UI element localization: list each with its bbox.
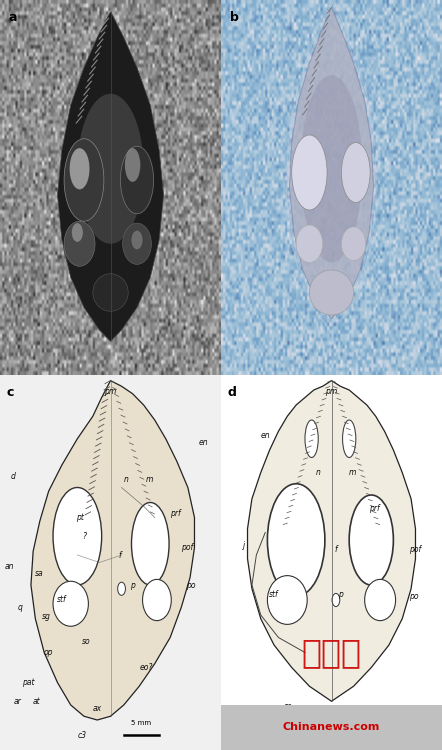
Text: pof: pof: [409, 544, 421, 554]
Ellipse shape: [309, 270, 354, 315]
Ellipse shape: [64, 139, 104, 221]
Text: j: j: [243, 542, 245, 550]
Text: pm: pm: [325, 387, 338, 396]
Text: f: f: [335, 544, 337, 554]
Ellipse shape: [142, 579, 171, 621]
Text: stf: stf: [57, 596, 67, 604]
Text: a: a: [9, 11, 17, 24]
Ellipse shape: [65, 499, 99, 551]
Text: op: op: [44, 648, 53, 657]
Ellipse shape: [72, 224, 83, 242]
Ellipse shape: [53, 581, 88, 626]
Ellipse shape: [296, 225, 323, 262]
Text: m: m: [146, 476, 153, 484]
Text: p: p: [338, 590, 343, 598]
Ellipse shape: [93, 274, 128, 311]
Ellipse shape: [301, 75, 362, 262]
Ellipse shape: [53, 488, 102, 585]
Ellipse shape: [342, 142, 370, 202]
Ellipse shape: [64, 221, 95, 266]
Ellipse shape: [342, 226, 366, 261]
Polygon shape: [290, 8, 373, 319]
Text: so: so: [82, 637, 91, 646]
Text: d: d: [11, 472, 16, 481]
Text: ar: ar: [13, 697, 21, 706]
Text: c3: c3: [77, 730, 86, 740]
Text: ax: ax: [93, 704, 102, 713]
Text: Chinanews.com: Chinanews.com: [283, 722, 380, 733]
Text: an: an: [4, 562, 14, 571]
Ellipse shape: [305, 420, 318, 458]
Ellipse shape: [125, 148, 141, 182]
Text: en: en: [199, 438, 209, 447]
Ellipse shape: [120, 146, 154, 214]
Text: p: p: [130, 580, 135, 590]
Text: n: n: [316, 468, 321, 477]
Ellipse shape: [365, 579, 396, 621]
Bar: [221, 705, 442, 750]
Text: ?: ?: [82, 532, 86, 541]
Ellipse shape: [292, 135, 327, 210]
Text: 5 mm: 5 mm: [131, 720, 152, 726]
Text: po: po: [186, 580, 195, 590]
Text: b: b: [230, 11, 239, 24]
Ellipse shape: [343, 420, 356, 458]
Polygon shape: [57, 11, 164, 341]
Text: f: f: [118, 550, 121, 560]
Ellipse shape: [118, 582, 126, 596]
Ellipse shape: [132, 231, 143, 249]
Ellipse shape: [349, 495, 393, 585]
Text: prf: prf: [369, 504, 380, 513]
Ellipse shape: [70, 148, 89, 190]
Text: n: n: [124, 476, 129, 484]
Text: 中新网: 中新网: [301, 636, 362, 669]
Text: c: c: [7, 386, 14, 399]
Ellipse shape: [267, 576, 307, 624]
Text: prf: prf: [170, 509, 181, 518]
Ellipse shape: [267, 484, 325, 596]
Text: d: d: [228, 386, 236, 399]
Ellipse shape: [77, 94, 144, 244]
Text: stf: stf: [269, 590, 279, 598]
Text: eo?: eo?: [139, 663, 152, 672]
Text: q: q: [18, 603, 23, 612]
Ellipse shape: [123, 224, 152, 265]
Ellipse shape: [332, 593, 340, 607]
Polygon shape: [31, 381, 194, 720]
Polygon shape: [248, 381, 415, 701]
Text: at: at: [33, 697, 41, 706]
Text: en: en: [261, 430, 271, 439]
Text: pat: pat: [22, 678, 34, 687]
Text: pof: pof: [181, 543, 193, 552]
Text: pt: pt: [76, 513, 84, 522]
Text: m: m: [349, 468, 357, 477]
Ellipse shape: [132, 503, 169, 585]
Text: sg: sg: [42, 612, 51, 621]
Text: ar: ar: [283, 702, 291, 711]
Text: po: po: [409, 592, 418, 601]
Text: pm: pm: [104, 387, 117, 396]
Text: sa: sa: [35, 569, 44, 578]
